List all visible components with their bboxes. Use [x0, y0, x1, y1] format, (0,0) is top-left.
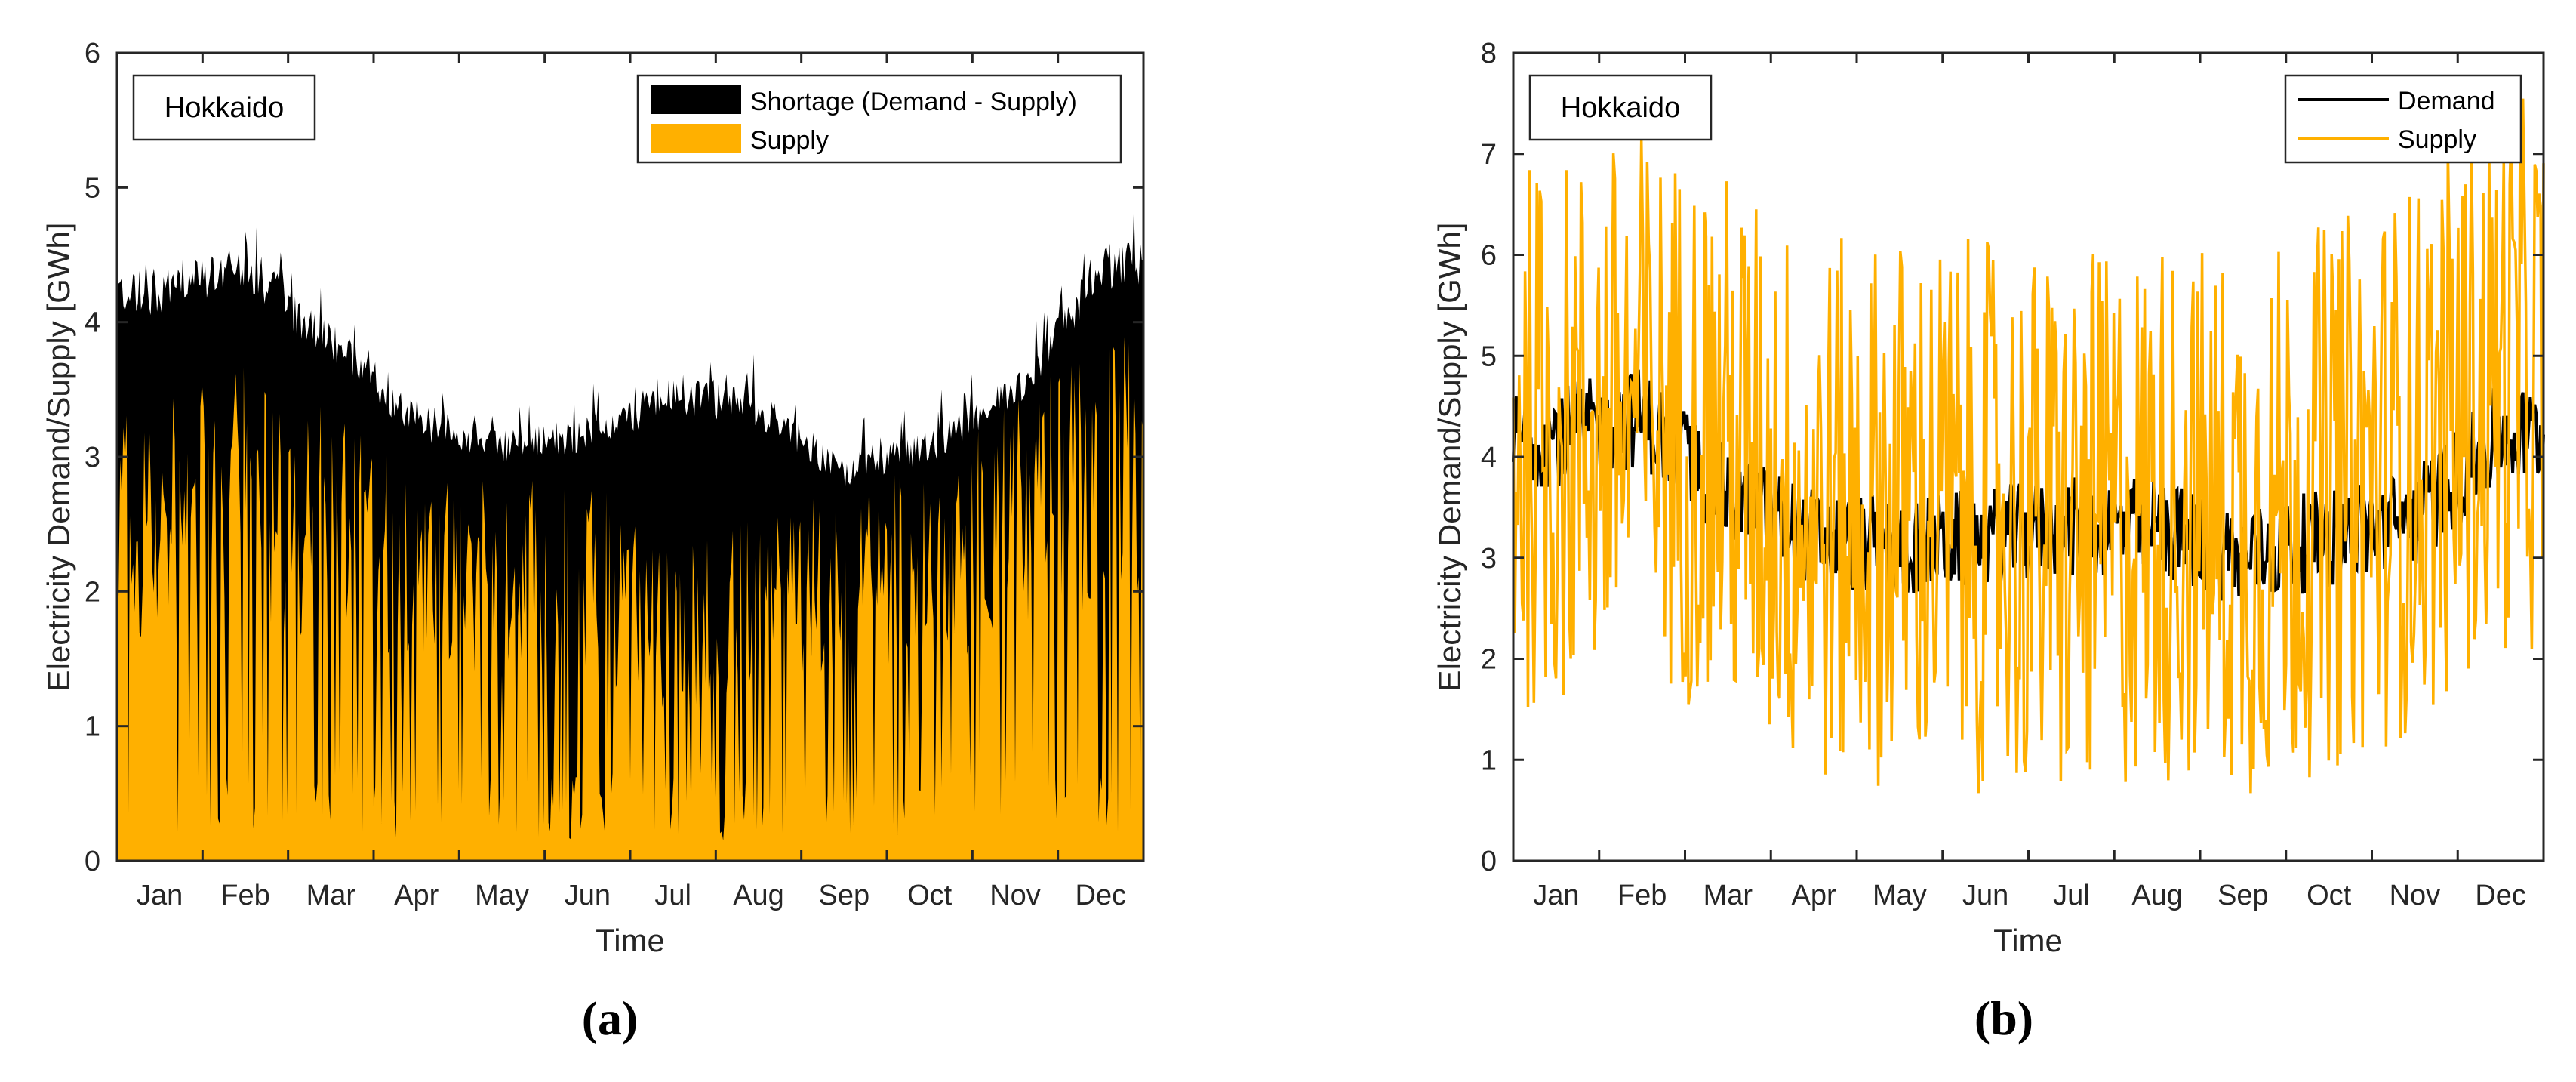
x-tick-label-aug: Aug — [2131, 880, 2183, 911]
chart-a-xlabel: Time — [596, 923, 665, 958]
x-tick-label-sep: Sep — [2217, 880, 2269, 911]
y-tick-label: 2 — [1481, 644, 1497, 676]
chart-a-ylabel: Electricity Demand/Supply [GWh] — [41, 223, 76, 692]
x-tick-label-dec: Dec — [1076, 880, 1127, 911]
chart-a-ticks: 0 1 2 3 4 5 6 Jan Feb Mar Apr May Jun Jul Aug Sep Oct Nov… — [85, 38, 1143, 911]
x-tick-label-nov: Nov — [989, 880, 1041, 911]
x-tick-label-oct: Oct — [2307, 880, 2352, 911]
y-tick-label: 8 — [1481, 38, 1497, 69]
chart-a-legend-swatch-supply — [651, 124, 741, 153]
x-tick-label-nov: Nov — [2390, 880, 2441, 911]
y-tick-label: 0 — [85, 846, 100, 877]
chart-b-caption: (b) — [1974, 991, 2033, 1045]
x-tick-label-jan: Jan — [137, 880, 183, 911]
chart-a-area-layer — [117, 206, 1143, 861]
chart-a-region-label: Hokkaido — [165, 92, 284, 124]
x-tick-label-feb: Feb — [1617, 880, 1667, 911]
chart-b-region-box — [1528, 74, 1713, 141]
y-tick-label: 0 — [1481, 846, 1497, 877]
chart-b-line-layer — [1512, 98, 2545, 794]
x-tick-label-oct: Oct — [907, 880, 953, 911]
x-tick-label-apr: Apr — [1792, 880, 1836, 911]
chart-b-series-supply — [1512, 98, 2545, 794]
chart-a-legend-swatch-shortage — [651, 85, 741, 114]
chart-b-ticks: 0 1 2 3 4 5 6 7 8 Jan Feb Mar Apr May Jun Jul Aug Sep Oct N… — [1481, 38, 2544, 911]
x-tick-label-mar: Mar — [1703, 880, 1753, 911]
y-tick-label: 2 — [85, 576, 100, 608]
chart-a-series-supply — [117, 337, 1143, 861]
x-tick-label-jul: Jul — [654, 880, 691, 911]
x-tick-label-aug: Aug — [733, 880, 784, 911]
chart-b-legend-label-demand: Demand — [2398, 87, 2495, 116]
y-tick-label: 6 — [85, 38, 100, 69]
chart-a-legend-label-supply: Supply — [750, 126, 829, 155]
x-tick-label-jul: Jul — [2053, 880, 2090, 911]
chart-a-region-box — [132, 74, 316, 141]
chart-b-legend — [2284, 74, 2522, 164]
x-tick-label-feb: Feb — [220, 880, 269, 911]
x-tick-label-jun: Jun — [565, 880, 611, 911]
chart-a: 0 1 2 3 4 5 6 Jan Feb Mar Apr May Jun Jul Aug Sep Oct Nov… — [41, 38, 1145, 1045]
chart-b-legend-label-supply: Supply — [2398, 125, 2476, 154]
y-tick-label: 3 — [85, 442, 100, 473]
chart-b: 0 1 2 3 4 5 6 7 8 Jan Feb Mar Apr May Jun Jul Aug Sep Oct N… — [1432, 38, 2545, 1045]
x-tick-label-mar: Mar — [306, 880, 356, 911]
y-tick-label: 4 — [1481, 442, 1497, 473]
x-tick-label-sep: Sep — [819, 880, 870, 911]
x-tick-label-may: May — [475, 880, 529, 911]
x-tick-label-jan: Jan — [1533, 880, 1579, 911]
y-tick-label: 5 — [1481, 341, 1497, 372]
x-tick-label-jun: Jun — [1962, 880, 2008, 911]
chart-a-legend-label-shortage: Shortage (Demand - Supply) — [750, 88, 1077, 116]
y-tick-label: 6 — [1481, 240, 1497, 272]
x-tick-label-may: May — [1873, 880, 1927, 911]
chart-b-ylabel: Electricity Demand/Supply [GWh] — [1432, 223, 1467, 692]
chart-b-xlabel: Time — [1993, 923, 2063, 958]
x-tick-label-dec: Dec — [2475, 880, 2526, 911]
chart-b-region-label: Hokkaido — [1561, 92, 1680, 124]
y-tick-label: 4 — [85, 307, 100, 339]
y-tick-label: 5 — [85, 172, 100, 204]
y-tick-label: 3 — [1481, 543, 1497, 575]
y-tick-label: 1 — [85, 711, 100, 743]
chart-a-caption: (a) — [582, 991, 639, 1045]
y-tick-label: 1 — [1481, 744, 1497, 776]
y-tick-label: 7 — [1481, 139, 1497, 171]
x-tick-label-apr: Apr — [394, 880, 439, 911]
